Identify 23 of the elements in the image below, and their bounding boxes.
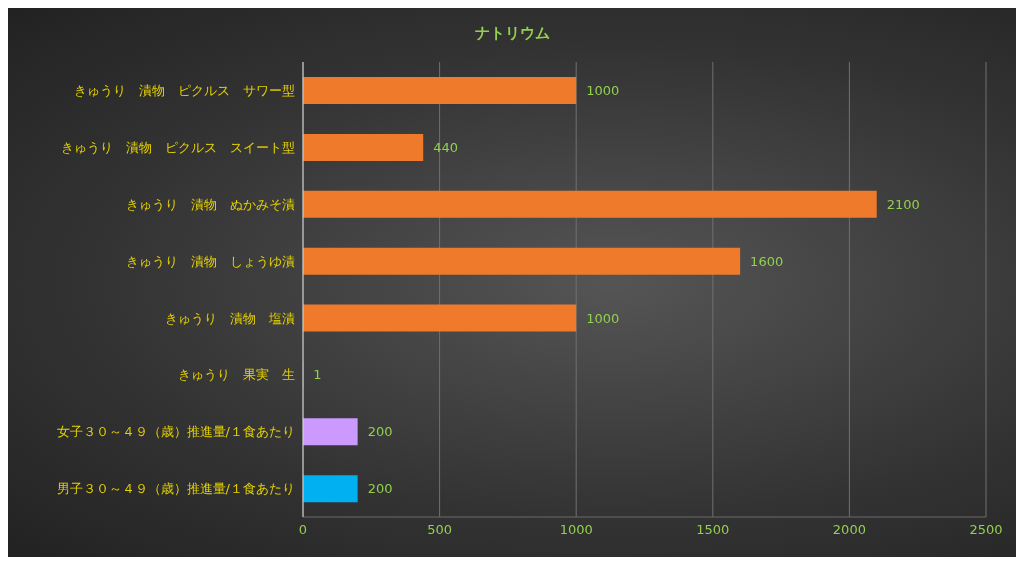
data-label: 1 <box>313 367 322 383</box>
x-tick-label: 1500 <box>696 522 730 538</box>
data-label: 1600 <box>750 253 784 269</box>
chart-title: ナトリウム <box>473 23 551 44</box>
data-label: 200 <box>367 481 393 497</box>
data-label: 1000 <box>586 83 620 99</box>
x-tick-label: 500 <box>427 522 453 538</box>
x-tick-label: 1000 <box>559 522 593 538</box>
x-tick-label: 2500 <box>969 522 1003 538</box>
y-tick-label: きゅうり 漬物 しょうゆ漬 <box>126 253 295 269</box>
y-tick-label: きゅうり 漬物 塩漬 <box>165 310 295 326</box>
y-tick-label: 男子３０～４９（歳）推進量/１食あたり <box>56 481 295 497</box>
data-label: 1000 <box>586 310 620 326</box>
y-tick-label: きゅうり 漬物 ピクルス サワー型 <box>74 83 295 99</box>
y-tick-label: きゅうり 漬物 ピクルス スイート型 <box>61 139 295 155</box>
x-tick-label: 2000 <box>832 522 866 538</box>
data-label: 2100 <box>886 196 920 212</box>
x-tick-label: 0 <box>298 522 308 538</box>
data-label: 440 <box>433 139 459 155</box>
y-tick-label: 女子３０～４９（歳）推進量/１食あたり <box>56 424 295 440</box>
y-tick-label: きゅうり 果実 生 <box>178 367 295 383</box>
y-tick-label: きゅうり 漬物 ぬかみそ漬 <box>126 196 295 212</box>
data-label: 200 <box>367 424 393 440</box>
